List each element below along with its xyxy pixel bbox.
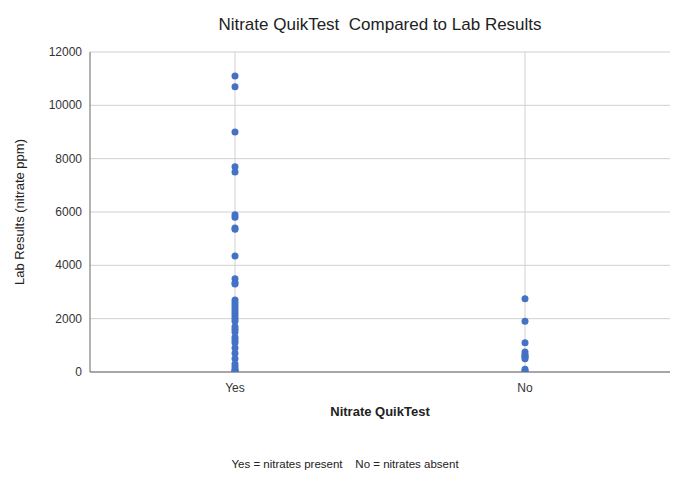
point [232, 73, 239, 80]
y-tick-label: 2000 [55, 312, 82, 326]
chart: 0 2000 4000 6000 8000 10000 12000 Yes No Nitrate … [0, 0, 690, 482]
point [232, 129, 239, 136]
x-tick-label: No [517, 381, 533, 395]
y-tick-label: 6000 [55, 205, 82, 219]
grid-line [90, 318, 670, 319]
point [522, 368, 529, 372]
x-axis-line [90, 372, 670, 373]
y-tick-label: 10000 [49, 98, 83, 112]
title: Nitrate QuikTest Compared to Lab Results [218, 15, 541, 34]
point [522, 339, 529, 346]
grid-line [90, 105, 670, 106]
x-axis-label: Nitrate QuikTest [330, 404, 430, 419]
point [522, 355, 529, 362]
point [232, 169, 239, 176]
grid-line [90, 265, 670, 266]
point [232, 368, 239, 372]
background [0, 0, 690, 482]
point [232, 281, 239, 288]
point [522, 318, 529, 325]
point [232, 83, 239, 90]
point [232, 226, 239, 233]
footnote: Yes = nitrates present No = nitrates abs… [231, 458, 459, 470]
y-tick-label: 4000 [55, 258, 82, 272]
grid-line [90, 372, 670, 373]
grid-line [90, 158, 670, 159]
point [232, 214, 239, 221]
x-tick-label: Yes [225, 381, 245, 395]
points [232, 73, 529, 373]
point [232, 368, 239, 372]
y-tick-label: 0 [75, 365, 82, 379]
y-axis-label: Lab Results (nitrate ppm) [12, 139, 27, 285]
point [522, 295, 529, 302]
y-axis-line [90, 52, 91, 372]
grid-line [90, 52, 670, 53]
point [232, 253, 239, 260]
y-tick-label: 12000 [49, 45, 83, 59]
y-tick-label: 8000 [55, 152, 82, 166]
grid-line [90, 212, 670, 213]
